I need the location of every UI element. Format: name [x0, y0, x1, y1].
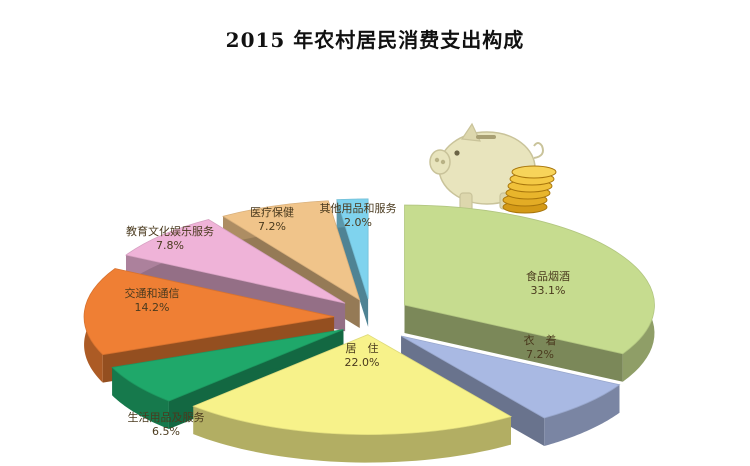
slice-label-1: 衣 着	[524, 333, 557, 347]
pie-slice-7	[336, 198, 369, 327]
pie-slice-0	[404, 204, 655, 382]
slice-label-0: 食品烟酒	[526, 269, 570, 283]
pie-slice-wall	[336, 199, 369, 327]
slice-value-1: 7.2%	[526, 348, 554, 361]
pie-slice-top	[404, 204, 655, 355]
pie-slice-top	[125, 219, 346, 304]
pie-slice-rim	[544, 384, 620, 447]
pie-slice-2	[192, 334, 513, 463]
slice-value-3: 6.5%	[152, 425, 180, 438]
slice-value-5: 7.8%	[156, 239, 184, 252]
slice-value-7: 2.0%	[344, 216, 372, 229]
chart-title: 2015 年农村居民消费支出构成	[225, 28, 525, 52]
pie-slices	[83, 198, 655, 463]
pie-slice-top	[111, 329, 344, 402]
piggy-bank-with-coins-icon	[429, 122, 557, 214]
pie-slice-top	[222, 200, 361, 301]
slice-value-6: 7.2%	[258, 220, 286, 233]
slice-value-2: 22.0%	[345, 356, 380, 369]
pie-slice-top	[192, 334, 513, 435]
slice-value-0: 33.1%	[531, 284, 566, 297]
slice-label-2: 居 住	[346, 341, 379, 355]
pie-slice-top	[400, 335, 621, 419]
slice-label-4: 交通和通信	[125, 286, 180, 300]
pie-slice-top	[336, 198, 369, 299]
slice-label-7: 其他用品和服务	[320, 202, 397, 215]
pie-slice-top	[83, 268, 335, 356]
slice-label-6: 医疗保健	[250, 205, 294, 219]
slice-value-4: 14.2%	[135, 301, 170, 314]
slice-label-3: 生活用品及服务	[128, 410, 205, 424]
pie-slice-wall	[404, 305, 623, 382]
pie-slice-rim	[112, 367, 169, 430]
slice-label-5: 教育文化娱乐服务	[126, 224, 214, 238]
